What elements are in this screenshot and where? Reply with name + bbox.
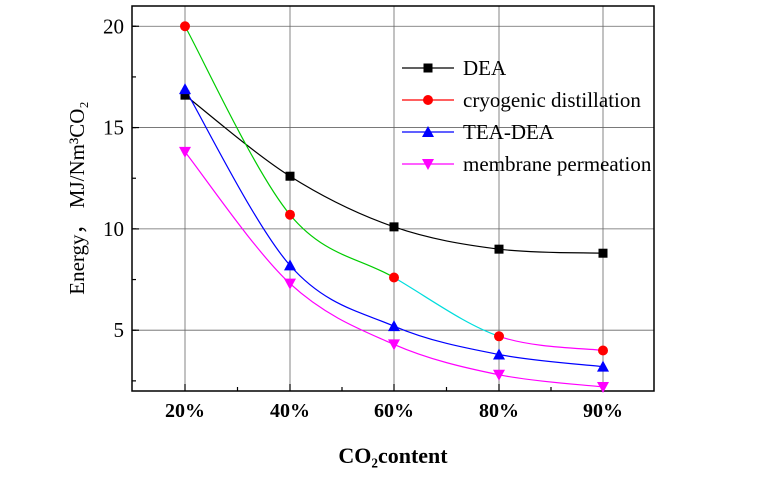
- series-3-point: [179, 146, 191, 158]
- y-axis-title: Energy， MJ/Nm³CO₂: [65, 101, 89, 294]
- legend-label: TEA-DEA: [463, 120, 555, 144]
- series-1-fit-segment: [289, 214, 395, 279]
- series-3-point: [597, 381, 609, 393]
- x-tick-label: 60%: [374, 400, 414, 422]
- series-2-fit-segment: [289, 264, 395, 327]
- series-0-fit-segment: [184, 94, 291, 177]
- series-0-point: [494, 244, 504, 254]
- axis-ticks: 20% 40% 60% 80% 90% 5 10 15 20: [103, 14, 623, 422]
- grid-lines: [132, 6, 654, 391]
- series-0-fit-segment: [289, 175, 395, 228]
- series-1-point: [180, 21, 190, 32]
- y-tick-label: 15: [103, 116, 124, 140]
- legend-marker: [423, 63, 433, 73]
- series-0-point: [389, 222, 399, 232]
- x-axis-title: CO₂content: [338, 443, 448, 468]
- series-3-point: [284, 278, 296, 290]
- y-tick-label: 20: [103, 14, 124, 38]
- x-tick-label: 90%: [583, 400, 623, 422]
- legend: DEA cryogenic distillation TEA-DEA membrane…: [402, 56, 652, 176]
- series-3-point: [388, 339, 400, 351]
- y-tick-label: 5: [114, 318, 125, 342]
- y-axis-label: Energy， MJ/Nm³CO₂: [65, 101, 89, 294]
- legend-label: cryogenic distillation: [463, 88, 641, 112]
- series-3-fit-segment: [393, 343, 500, 376]
- series-3-fit-segment: [289, 283, 395, 345]
- fit-curves: [184, 25, 604, 388]
- series-2-point: [493, 348, 505, 360]
- series-1-fit-segment: [393, 277, 500, 337]
- legend-label: DEA: [463, 56, 507, 80]
- series-2-point: [179, 83, 191, 95]
- plot-frame: [131, 5, 655, 392]
- series-3-fit-segment: [184, 151, 291, 285]
- legend-label: membrane permeation: [463, 152, 652, 176]
- series-2-fit-segment: [393, 325, 500, 356]
- series-2-point: [597, 360, 609, 372]
- series-1-point: [285, 209, 295, 220]
- legend-marker: [423, 95, 433, 105]
- series-2-point: [284, 259, 296, 271]
- data-markers: [179, 21, 609, 393]
- series-2-point: [388, 320, 400, 332]
- series-2-fit-segment: [184, 88, 291, 266]
- x-tick-label: 40%: [270, 400, 310, 422]
- series-0-point: [180, 90, 190, 100]
- series-3-point: [493, 369, 505, 381]
- x-tick-label: 80%: [479, 400, 519, 422]
- legend-marker: [422, 126, 434, 137]
- legend-marker: [422, 159, 434, 170]
- series-3-fit-segment: [498, 374, 604, 388]
- x-tick-label: 20%: [165, 400, 205, 422]
- x-axis-label: CO₂content: [338, 443, 448, 468]
- series-1-point: [389, 272, 399, 283]
- y-tick-label: 10: [103, 217, 124, 241]
- series-0-point: [285, 171, 295, 181]
- series-0-point: [598, 248, 608, 258]
- series-0-fit-segment: [393, 226, 500, 250]
- series-1-fit-segment: [498, 335, 604, 352]
- series-1-fit-segment: [184, 25, 291, 216]
- series-0-fit-segment: [498, 248, 604, 254]
- series-1-point: [598, 345, 608, 356]
- series-1-point: [494, 331, 504, 342]
- series-2-fit-segment: [498, 353, 604, 368]
